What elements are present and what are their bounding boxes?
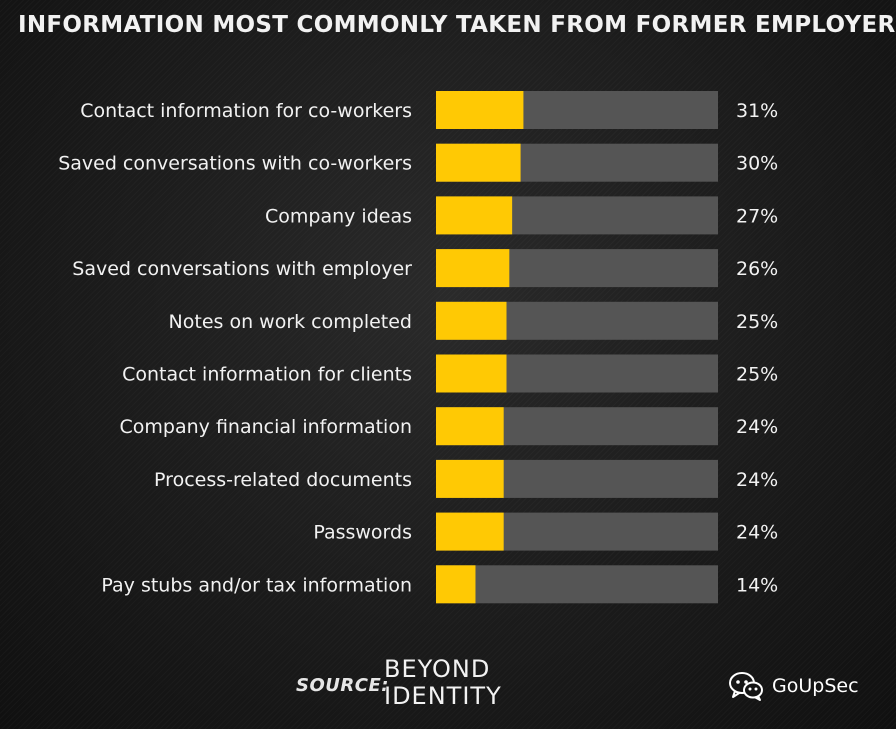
value-label: 24%	[736, 416, 778, 438]
chart-title: INFORMATION MOST COMMONLY TAKEN FROM FOR…	[18, 12, 896, 38]
value-label: 14%	[736, 574, 778, 596]
bar	[436, 196, 513, 235]
bar-chart: Contact information for co-workers 31% Sav…	[58, 91, 778, 604]
beyond-identity-logo: BEYOND IDENTITY	[384, 656, 502, 710]
category-label: Company financial information	[120, 416, 412, 438]
value-label: 24%	[736, 522, 778, 544]
value-label: 26%	[736, 258, 778, 280]
value-label: 31%	[736, 100, 778, 122]
category-label: Pay stubs and/or tax information	[101, 574, 412, 596]
bar	[436, 249, 510, 288]
bar	[436, 407, 504, 446]
bar	[436, 143, 521, 182]
watermark-text: GoUpSec	[772, 675, 859, 697]
source-label: SOURCE:	[296, 675, 389, 696]
bar	[436, 512, 504, 551]
category-label: Saved conversations with co-workers	[58, 153, 412, 175]
value-label: 30%	[736, 153, 778, 175]
bar-track	[436, 565, 718, 604]
bar	[436, 301, 507, 340]
logo-line-2: IDENTITY	[384, 682, 502, 710]
category-label: Company ideas	[265, 205, 412, 227]
watermark: GoUpSec	[728, 670, 859, 702]
value-label: 24%	[736, 469, 778, 491]
category-label: Contact information for clients	[122, 364, 412, 386]
value-label: 25%	[736, 364, 778, 386]
value-label: 27%	[736, 205, 778, 227]
bar	[436, 459, 504, 498]
wechat-icon	[729, 672, 763, 701]
logo-line-1: BEYOND	[384, 655, 491, 683]
category-label: Process-related documents	[154, 469, 412, 491]
bar	[436, 91, 524, 129]
bar	[436, 565, 476, 604]
bar	[436, 354, 507, 393]
category-label: Saved conversations with employer	[72, 258, 412, 280]
category-label: Notes on work completed	[169, 311, 412, 333]
value-label: 25%	[736, 311, 778, 333]
category-label: Contact information for co-workers	[80, 100, 412, 122]
category-label: Passwords	[313, 522, 412, 544]
